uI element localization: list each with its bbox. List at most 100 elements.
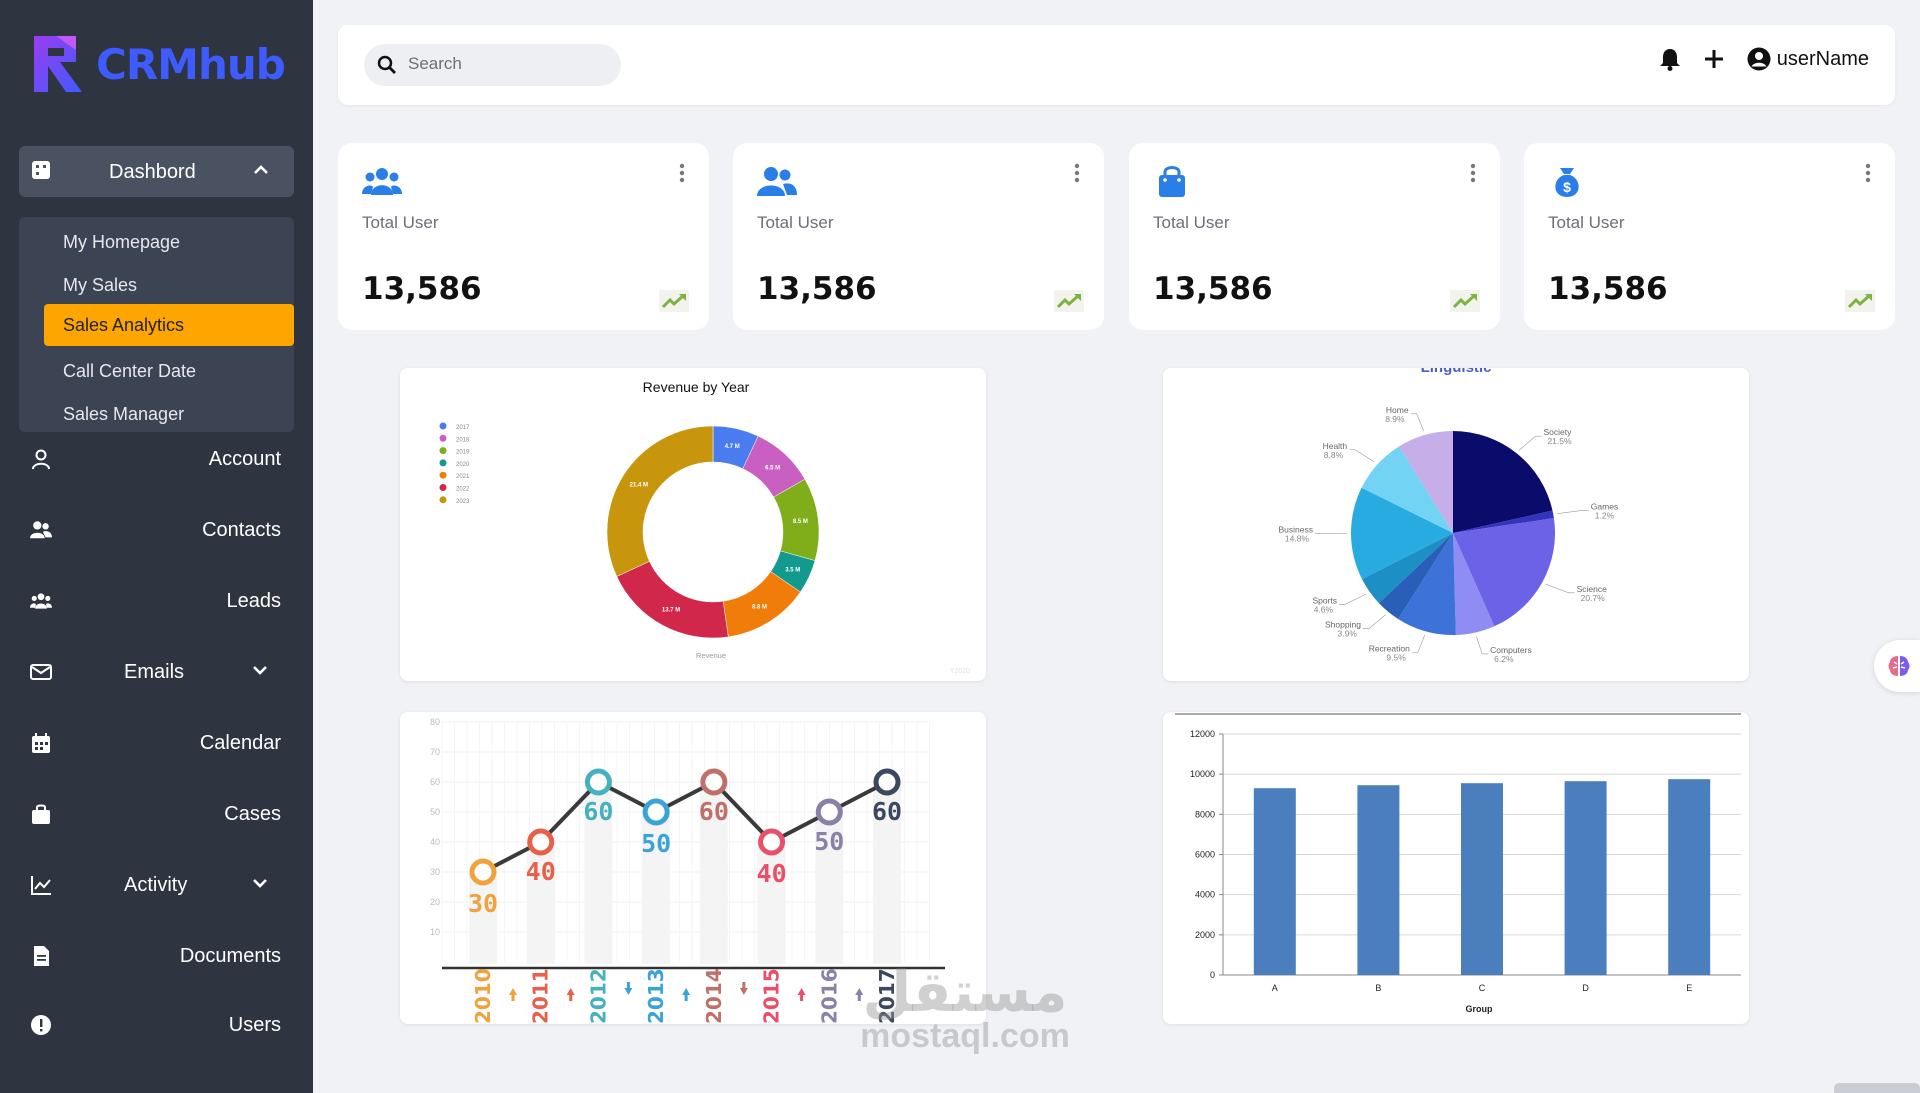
y-tick-label: 60 <box>430 777 440 787</box>
user-friends-icon <box>757 167 797 196</box>
slice-label: Sports <box>1312 595 1337 605</box>
bar <box>1253 788 1296 975</box>
chevron-up-icon <box>254 165 268 174</box>
x-tick-label: D <box>1582 983 1589 993</box>
username[interactable]: userName <box>1776 47 1869 70</box>
more-options-icon[interactable] <box>1074 163 1080 183</box>
envelope-icon <box>30 664 52 680</box>
search-box[interactable] <box>364 44 621 86</box>
data-label: 8.5 M <box>793 519 808 525</box>
legend-swatch <box>439 471 447 479</box>
more-options-icon[interactable] <box>679 163 685 183</box>
user-icon <box>32 449 50 470</box>
submenu-my-sales[interactable]: My Sales <box>63 275 138 295</box>
submenu-sales-manager[interactable]: Sales Manager <box>63 404 185 424</box>
leader-line <box>1545 583 1575 594</box>
stat-card: Total User 13,586 <box>338 143 709 330</box>
scrollbar-thumb[interactable] <box>1834 1083 1920 1093</box>
sidebar-item-cases[interactable]: Cases <box>0 789 313 839</box>
x-tick-label: 2016 <box>817 968 841 1024</box>
pie-slice <box>1453 518 1555 627</box>
bell-icon[interactable] <box>1659 47 1681 71</box>
chart-title: Revenue by Year <box>643 379 750 395</box>
slice-percent: 21.5% <box>1547 436 1572 446</box>
arrow-up-icon <box>566 988 575 995</box>
arrow-down-icon <box>624 988 633 995</box>
alert-circle-icon <box>31 1015 51 1035</box>
data-label: 6.5 M <box>765 465 780 471</box>
slice-percent: 3.9% <box>1338 629 1358 639</box>
trend-up-icon <box>1054 290 1084 312</box>
more-options-icon[interactable] <box>1470 163 1476 183</box>
slice-percent: 14.8% <box>1285 534 1310 544</box>
data-label: 30 <box>468 889 498 918</box>
leader-line <box>1557 510 1589 514</box>
sidebar-item-activity[interactable]: Activity <box>0 860 313 910</box>
y-tick-label: 4000 <box>1195 890 1215 900</box>
y-tick-label: 20 <box>430 897 440 907</box>
slice-label: Society <box>1543 427 1572 437</box>
sidebar-item-leads[interactable]: Leads <box>0 576 313 626</box>
slice-label: Shopping <box>1325 620 1361 630</box>
data-label: 60 <box>699 797 729 826</box>
plus-icon[interactable] <box>1703 48 1725 70</box>
column-shadow <box>584 782 613 964</box>
user-avatar-icon[interactable] <box>1747 47 1771 71</box>
logo-icon <box>34 36 82 92</box>
bar <box>1668 779 1711 975</box>
arrow-stem <box>684 995 688 1001</box>
watermark-latin: mostaql.com <box>860 1017 1070 1055</box>
shopping-bag-icon <box>1159 166 1185 197</box>
arrow-stem <box>569 995 573 1001</box>
submenu-sales-analytics[interactable]: Sales Analytics <box>44 304 294 346</box>
arrow-stem <box>742 982 746 988</box>
sidebar-item-users[interactable]: Users <box>0 1000 313 1050</box>
x-tick-label: 2011 <box>529 968 553 1024</box>
leader-line <box>1410 413 1425 432</box>
dashboard-submenu: My Homepage My Sales Sales Analytics Cal… <box>19 217 294 432</box>
data-label: 13.7 M <box>662 607 680 613</box>
sidebar-item-calendar[interactable]: Calendar <box>0 718 313 768</box>
y-tick-label: 70 <box>430 747 440 757</box>
sidebar-item-label: Account <box>208 448 281 470</box>
data-point <box>584 768 612 796</box>
more-options-icon[interactable] <box>1865 163 1871 183</box>
leader-line <box>1362 614 1386 629</box>
watermark: مستقل mostaql.com <box>830 960 1100 1056</box>
legend-label: 2017 <box>456 425 470 431</box>
data-label: 60 <box>583 797 613 826</box>
stat-title: Total User <box>757 213 834 232</box>
sidebar-item-contacts[interactable]: Contacts <box>0 505 313 555</box>
submenu-call-center-date[interactable]: Call Center Date <box>63 361 197 381</box>
sidebar-item-documents[interactable]: Documents <box>0 931 313 981</box>
bar <box>1564 781 1607 975</box>
y-tick-label: 0 <box>1210 970 1215 980</box>
slice-label: Health <box>1323 441 1348 451</box>
side-widget-tab[interactable] <box>1874 640 1920 692</box>
column-shadow <box>815 812 844 964</box>
group-bar-card: 0 2000 4000 6000 8000 10000 12000 A B C D E Group <box>1163 712 1749 1024</box>
sidebar-item-account[interactable]: Account <box>0 434 313 484</box>
sidebar-item-emails[interactable]: Emails <box>0 647 313 697</box>
legend-swatch <box>439 434 447 442</box>
trend-up-icon <box>1450 290 1480 312</box>
pie-slice <box>1361 446 1453 533</box>
nav-dashboard-label: Dashbord <box>109 161 196 183</box>
nav-dashboard[interactable]: Dashbord <box>19 146 294 197</box>
chart-title: Linguistic <box>1421 368 1492 376</box>
trend-up-icon <box>1845 290 1875 312</box>
slice-label: Recreation <box>1369 644 1410 654</box>
trend-up-icon <box>659 290 689 312</box>
sidebar-item-label: Emails <box>124 661 185 683</box>
brand-logo[interactable]: CRMhub <box>26 32 286 96</box>
leader-line <box>1349 449 1375 463</box>
stat-title: Total User <box>1548 213 1625 232</box>
contacts-icon <box>30 521 52 539</box>
slice-percent: 8.9% <box>1385 414 1405 424</box>
submenu-my-homepage[interactable]: My Homepage <box>63 232 181 252</box>
donut-slice <box>606 425 714 577</box>
search-input[interactable] <box>408 54 608 74</box>
data-label: 60 <box>872 797 902 826</box>
x-tick-label: 2010 <box>471 968 495 1024</box>
pie-slice <box>1453 510 1554 533</box>
